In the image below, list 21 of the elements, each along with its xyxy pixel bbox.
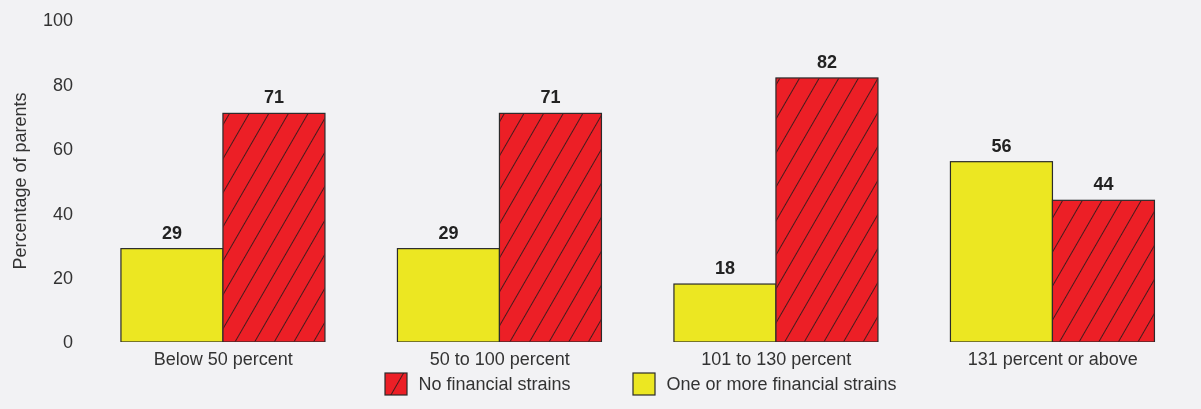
data-label: 44 <box>1093 174 1114 195</box>
x-tick-label: Below 50 percent <box>153 348 293 369</box>
x-tick-label: 101 to 130 percent <box>701 348 852 369</box>
y-tick-label: 40 <box>52 203 73 224</box>
data-label: 29 <box>161 222 182 243</box>
x-tick-label: 50 to 100 percent <box>429 348 570 369</box>
data-label: 18 <box>714 258 735 279</box>
y-tick-label: 80 <box>52 74 73 95</box>
data-label: 56 <box>991 135 1012 156</box>
legend-label: One or more financial strains <box>666 373 897 395</box>
y-tick-label: 0 <box>62 332 73 353</box>
data-label: 71 <box>263 87 284 108</box>
y-tick-label: 20 <box>52 267 73 288</box>
legend-label: No financial strains <box>418 373 571 395</box>
data-label: 71 <box>540 87 561 108</box>
data-label: 82 <box>816 51 837 72</box>
y-tick-label: 60 <box>52 139 73 160</box>
x-tick-label: 131 percent or above <box>967 348 1138 369</box>
y-tick-label: 100 <box>42 10 73 31</box>
data-label: 29 <box>438 222 459 243</box>
y-axis-title: Percentage of parents <box>10 92 30 270</box>
